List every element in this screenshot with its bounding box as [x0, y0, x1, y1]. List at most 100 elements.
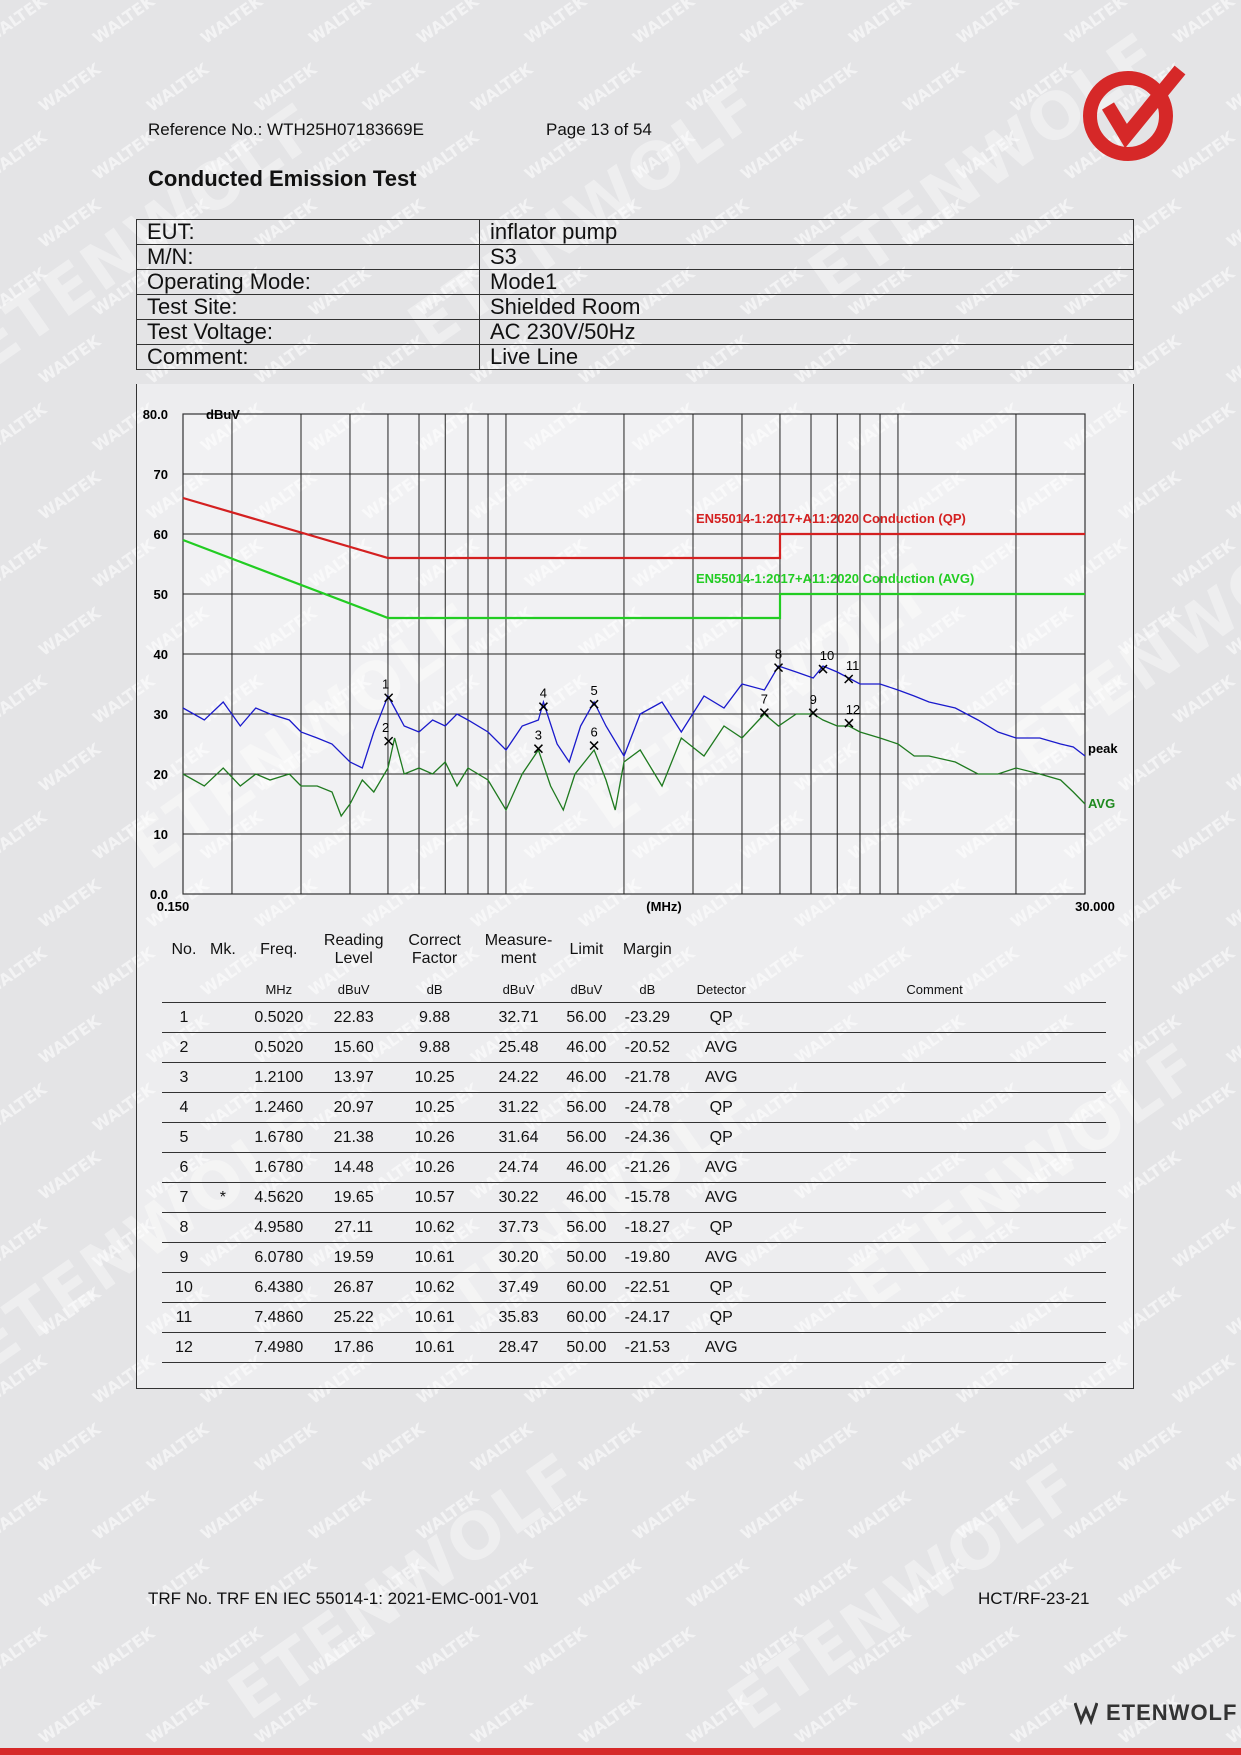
table-cell: -20.52	[615, 1032, 680, 1063]
x-axis-label: (MHz)	[646, 899, 681, 914]
brand-name: ETENWOLF	[1106, 1700, 1238, 1725]
table-row: 6 1.6780 14.48 10.26 24.74 46.00 -21.26 AVG	[162, 1152, 1106, 1183]
avg-limit-line	[182, 538, 1085, 620]
watermark-text: WALTEK	[142, 59, 213, 116]
info-row: EUT: inflator pump	[136, 219, 1134, 245]
watermark-text: ETENWOLF	[215, 1439, 595, 1735]
table-cell: -21.78	[615, 1062, 680, 1093]
table-cell: 10.62	[389, 1212, 480, 1243]
column-header-line2: Factor	[411, 950, 458, 967]
watermark-text: WALTEK	[196, 1487, 267, 1544]
watermark-text: WALTEK	[790, 59, 861, 116]
y-tick-label: 20	[154, 767, 168, 782]
watermark-text: WALTEK	[1168, 0, 1239, 48]
info-value: Mode1	[479, 269, 1134, 295]
table-cell: 7.4860	[239, 1302, 318, 1333]
watermark-text: WALTEK	[1222, 331, 1241, 388]
column-header-line2: Level	[334, 950, 373, 967]
y-tick-label: 10	[154, 827, 168, 842]
info-label: EUT:	[136, 219, 480, 245]
marker-label: 11	[846, 658, 860, 673]
table-cell: 37.73	[479, 1212, 558, 1243]
table-cell: 6.0780	[239, 1242, 318, 1273]
watermark-text: WALTEK	[628, 1487, 699, 1544]
table-cell: 32.71	[479, 1002, 558, 1033]
table-cell: 1.6780	[239, 1122, 318, 1153]
info-label: Test Voltage:	[136, 319, 480, 345]
watermark-text: WALTEK	[0, 0, 51, 48]
watermark-text: WALTEK	[736, 127, 807, 184]
waltek-logo-icon	[1083, 65, 1186, 161]
y-tick-label: 30	[154, 707, 168, 722]
table-cell: 2	[162, 1032, 206, 1063]
table-cell: 6	[162, 1152, 206, 1183]
table-cell	[205, 1242, 240, 1273]
table-cell: 10	[162, 1272, 206, 1303]
watermark-text: WALTEK	[1168, 535, 1239, 592]
table-cell: 0.5020	[239, 1032, 318, 1063]
bottom-accent-bar	[0, 1748, 1241, 1755]
watermark-text: WALTEK	[34, 739, 105, 796]
table-cell: 4.9580	[239, 1212, 318, 1243]
watermark-text: WALTEK	[1222, 603, 1241, 660]
marker-cross	[808, 708, 818, 718]
watermark-text: WALTEK	[1060, 1623, 1131, 1680]
table-cell	[205, 1032, 240, 1063]
watermark-text: WALTEK	[466, 59, 537, 116]
watermark-text: WALTEK	[1222, 1419, 1241, 1476]
watermark-text: WALTEK	[844, 1487, 915, 1544]
column-unit: Comment	[763, 976, 1106, 1003]
series-label: AVG	[1088, 796, 1115, 811]
table-cell: 12	[162, 1332, 206, 1363]
form-code: HCT/RF-23-21	[978, 1589, 1090, 1608]
watermark-text: WALTEK	[1006, 1691, 1077, 1748]
table-row: 5 1.6780 21.38 10.26 31.64 56.00 -24.36 QP	[162, 1122, 1106, 1153]
watermark-text: WALTEK	[0, 535, 51, 592]
watermark-text: WALTEK	[88, 0, 159, 48]
table-cell: 56.00	[557, 1002, 616, 1033]
table-cell: 10.26	[389, 1122, 480, 1153]
marker-label: 12	[846, 702, 860, 717]
table-cell: QP	[679, 1122, 764, 1153]
table-cell: 25.22	[317, 1302, 390, 1333]
watermark-text: WALTEK	[196, 0, 267, 48]
watermark-text: WALTEK	[790, 1419, 861, 1476]
table-cell: AVG	[679, 1152, 764, 1183]
table-cell: 9	[162, 1242, 206, 1273]
watermark-text: WALTEK	[1222, 875, 1241, 932]
table-cell: -23.29	[615, 1002, 680, 1033]
table-cell	[205, 1002, 240, 1033]
watermark-text: WALTEK	[1222, 1147, 1241, 1204]
watermark-text: WALTEK	[682, 1691, 753, 1748]
marker-label: 7	[761, 692, 768, 707]
table-row: 12 7.4980 17.86 10.61 28.47 50.00 -21.53 AVG	[162, 1332, 1106, 1363]
table-cell	[205, 1272, 240, 1303]
table-row: 8 4.9580 27.11 10.62 37.73 56.00 -18.27 QP	[162, 1212, 1106, 1243]
watermark-text: WALTEK	[1060, 1487, 1131, 1544]
marker-label: 6	[590, 725, 597, 740]
watermark-text: WALTEK	[304, 1487, 375, 1544]
watermark-text: WALTEK	[34, 1283, 105, 1340]
table-cell: 22.83	[317, 1002, 390, 1033]
table-row: 4 1.2460 20.97 10.25 31.22 56.00 -24.78 QP	[162, 1092, 1106, 1123]
marker-label: 10	[820, 648, 834, 663]
watermark-text: WALTEK	[952, 1487, 1023, 1544]
table-cell: 10.61	[389, 1302, 480, 1333]
peak-series-line	[182, 665, 1086, 769]
column-header: Measure-ment	[480, 924, 558, 976]
watermark-text: WALTEK	[250, 59, 321, 116]
table-cell: -15.78	[615, 1182, 680, 1213]
table-units-row: MHz dBuV dB dBuV dBuV dB Detector Comment	[162, 976, 1106, 1003]
marker-cross	[538, 702, 548, 712]
reference-number: Reference No.: WTH25H07183669E	[148, 120, 424, 139]
table-cell: -24.36	[615, 1122, 680, 1153]
table-cell	[205, 1212, 240, 1243]
column-unit: dBuV	[557, 976, 616, 1003]
watermark-text: WALTEK	[1114, 1555, 1185, 1612]
watermark-text: WALTEK	[898, 1555, 969, 1612]
watermark-text: WALTEK	[0, 1215, 51, 1272]
watermark-text: WALTEK	[34, 59, 105, 116]
table-cell: -21.26	[615, 1152, 680, 1183]
table-cell: 5	[162, 1122, 206, 1153]
watermark-text: WALTEK	[412, 0, 483, 48]
